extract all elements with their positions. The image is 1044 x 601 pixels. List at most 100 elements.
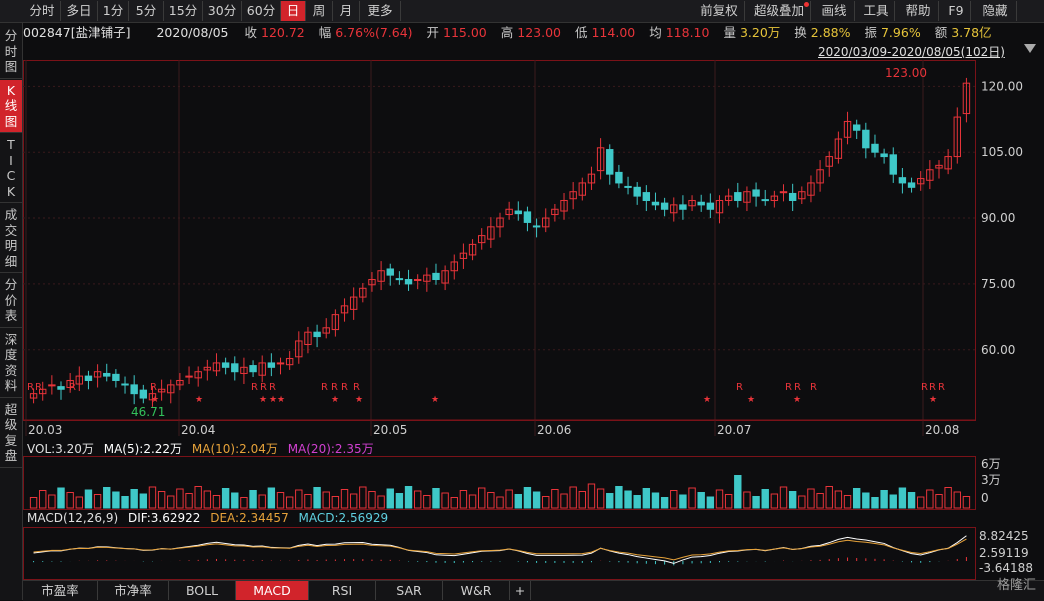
r-marker: R [150,382,157,393]
volume-bar [660,497,669,509]
candle-body [734,192,742,201]
candle-body [715,199,724,214]
candle-body [907,182,916,188]
candle-body [743,191,751,203]
candle-body [459,252,468,259]
toolbar-right-0[interactable]: 前复权 [694,1,745,21]
indicator-tab-7[interactable]: + [510,581,531,600]
indicator-tab-5[interactable]: SAR [376,581,443,600]
volume-bar [962,496,971,509]
volume-bar [752,496,760,509]
indicator-tab-3[interactable]: MACD [236,581,309,600]
change-label: 幅 [318,25,332,40]
r-marker: R [69,382,76,393]
candle-body [29,393,38,399]
macd-chart[interactable]: 8.82425 2.59119-3.64188 [23,527,1044,580]
candle-body [450,261,458,272]
period-tab-3[interactable]: 5分 [129,1,164,21]
kline-chart[interactable]: 120.00 105.00 90.00 75.00 60.00 20.03 20.04 20.… [23,60,1044,440]
period-tab-8[interactable]: 周 [306,1,333,21]
date-tick-label: 20.08 [925,423,959,437]
candle-body [679,204,687,210]
volume-bar [633,495,641,509]
candle-body [39,388,47,395]
volume-chart[interactable]: 6万 3万 0 [23,456,1044,510]
volume-bar [532,491,541,509]
candle-body [139,389,148,399]
period-tab-0[interactable]: 分时 [24,1,61,21]
close-label: 收 [244,25,258,40]
candle-body [93,371,102,378]
period-tab-10[interactable]: 更多 [360,1,401,21]
star-marker-icon: ★ [929,395,937,405]
volume-bar [843,495,852,509]
period-tab-7[interactable]: 日 [281,1,306,21]
volume-bar [157,491,166,509]
indicator-tab-6[interactable]: W&R [443,581,510,600]
indicator-tab-2[interactable]: BOLL [169,581,236,600]
r-marker: R [341,382,348,393]
r-marker: R [794,382,801,393]
candle-body [267,362,276,368]
volume-tick-label: 0 [981,491,989,505]
toolbar-right-6[interactable]: 隐藏 [974,1,1017,21]
candle-body [423,274,431,282]
volume-bar [93,494,102,509]
indicator-tab-0[interactable]: 市盈率 [23,581,98,600]
left-tab-5[interactable]: 深度资料 [0,329,22,398]
left-tab-4[interactable]: 分价表 [0,274,22,328]
volume-bar [130,489,138,509]
r-marker: R [321,382,328,393]
price-tick-label: 90.00 [981,211,1015,225]
r-marker: R [260,382,267,393]
avg-label: 均 [649,25,662,40]
r-marker: R [736,382,743,393]
range-dropdown-icon[interactable] [1024,44,1036,53]
period-tab-9[interactable]: 月 [333,1,360,21]
volume-bar [761,489,769,509]
volume-bar [240,497,248,509]
volume-bar [542,496,550,509]
left-tab-0[interactable]: 分时图 [0,25,22,79]
toolbar-right-4[interactable]: 帮助 [898,1,939,21]
candle-body [285,358,294,366]
price-tick-label: 105.00 [981,145,1023,159]
volume-bar [916,496,925,509]
candle-body [212,362,221,372]
period-tab-6[interactable]: 60分 [242,1,281,21]
volume-bar [349,493,358,509]
candle-body [816,169,824,184]
candle-body [322,327,330,334]
candle-body [496,217,504,228]
toolbar-right-3[interactable]: 工具 [858,1,895,21]
candle-body [112,373,120,381]
indicator-tab-4[interactable]: RSI [309,581,376,600]
high-label: 高 [500,25,514,40]
volume-bar [377,495,385,509]
left-tab-3[interactable]: 成交明细 [0,204,22,273]
period-tab-5[interactable]: 30分 [203,1,242,21]
toolbar-right-5[interactable]: F9 [942,1,971,21]
volume-bar [514,494,522,509]
turnover-label: 换 [794,25,807,40]
volume-bar [340,489,349,509]
toolbar-right-2[interactable]: 画线 [814,1,855,21]
period-tab-1[interactable]: 多日 [61,1,98,21]
candle-body [761,199,769,202]
period-tab-2[interactable]: 1分 [98,1,129,21]
candle-body [807,182,815,196]
toolbar-right-1[interactable]: 超级叠加 [748,1,811,21]
open-value: 115.00 [443,25,487,40]
date-range-selector[interactable]: 2020/03/09-2020/08/05(102日) [818,45,1005,59]
candle-body [194,371,202,379]
volume-bar [889,494,897,509]
open-label: 开 [426,25,440,40]
left-tab-6[interactable]: 超级复盘 [0,399,22,468]
candle-body [240,366,248,374]
period-tab-4[interactable]: 15分 [164,1,203,21]
volume-bar [953,491,961,509]
candle-body [953,116,961,158]
indicator-tab-1[interactable]: 市净率 [98,581,169,600]
